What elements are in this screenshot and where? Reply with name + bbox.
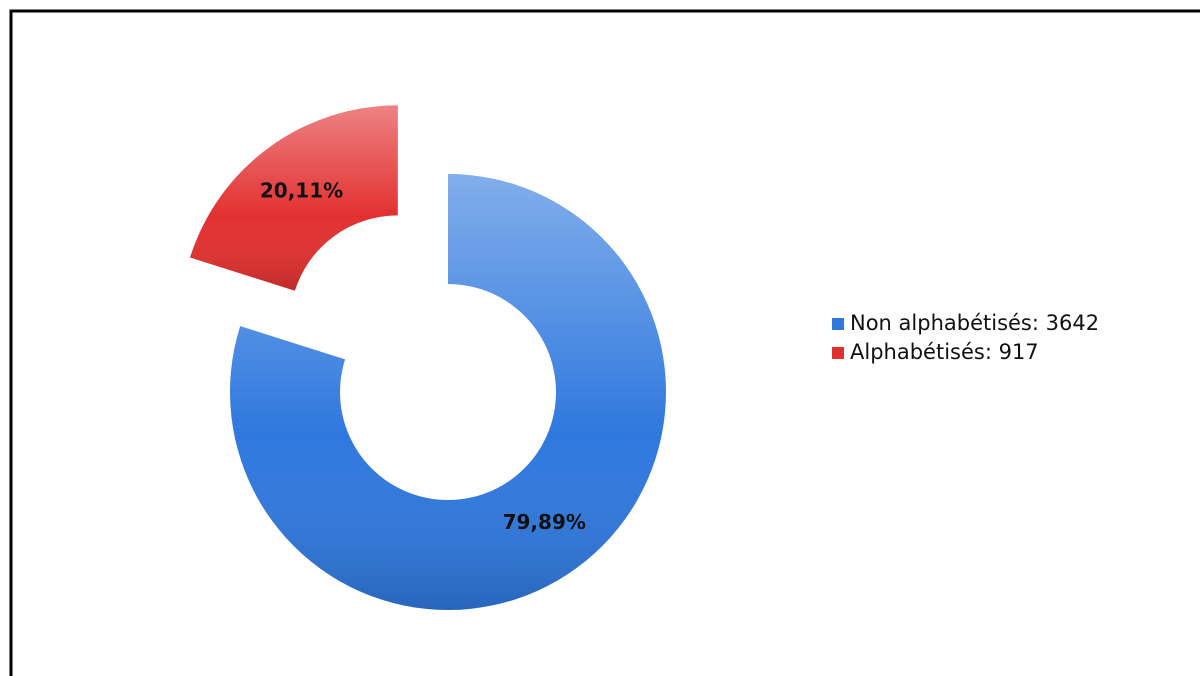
legend-swatch [832,347,844,359]
data-label: 79,89% [503,510,586,534]
data-label: 20,11% [260,178,343,202]
legend-label: Alphabétisés: 917 [850,340,1039,364]
legend-label: Non alphabétisés: 3642 [850,311,1099,335]
legend-swatch [832,318,844,330]
